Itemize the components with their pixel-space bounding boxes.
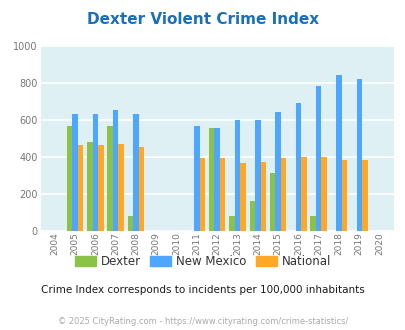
Bar: [335, 75, 341, 231]
Bar: [301, 157, 306, 231]
Bar: [133, 114, 139, 231]
Bar: [67, 126, 72, 231]
Bar: [315, 86, 321, 231]
Bar: [295, 103, 301, 231]
Bar: [361, 160, 367, 231]
Bar: [194, 126, 199, 231]
Text: Crime Index corresponds to incidents per 100,000 inhabitants: Crime Index corresponds to incidents per…: [41, 285, 364, 295]
Bar: [254, 120, 260, 231]
Legend: Dexter, New Mexico, National: Dexter, New Mexico, National: [70, 250, 335, 273]
Bar: [118, 144, 124, 231]
Bar: [310, 216, 315, 231]
Bar: [98, 145, 103, 231]
Bar: [128, 216, 133, 231]
Bar: [220, 158, 225, 231]
Bar: [275, 112, 280, 231]
Bar: [321, 157, 326, 231]
Bar: [72, 114, 78, 231]
Bar: [209, 128, 214, 231]
Bar: [341, 160, 346, 231]
Bar: [280, 158, 286, 231]
Bar: [87, 142, 92, 231]
Bar: [229, 216, 234, 231]
Bar: [92, 114, 98, 231]
Bar: [107, 126, 113, 231]
Bar: [199, 158, 205, 231]
Bar: [139, 147, 144, 231]
Bar: [260, 162, 265, 231]
Bar: [269, 173, 275, 231]
Bar: [249, 201, 254, 231]
Bar: [356, 80, 361, 231]
Bar: [240, 163, 245, 231]
Bar: [214, 127, 220, 231]
Bar: [113, 110, 118, 231]
Bar: [234, 120, 240, 231]
Bar: [78, 145, 83, 231]
Text: Dexter Violent Crime Index: Dexter Violent Crime Index: [87, 12, 318, 26]
Text: © 2025 CityRating.com - https://www.cityrating.com/crime-statistics/: © 2025 CityRating.com - https://www.city…: [58, 317, 347, 326]
